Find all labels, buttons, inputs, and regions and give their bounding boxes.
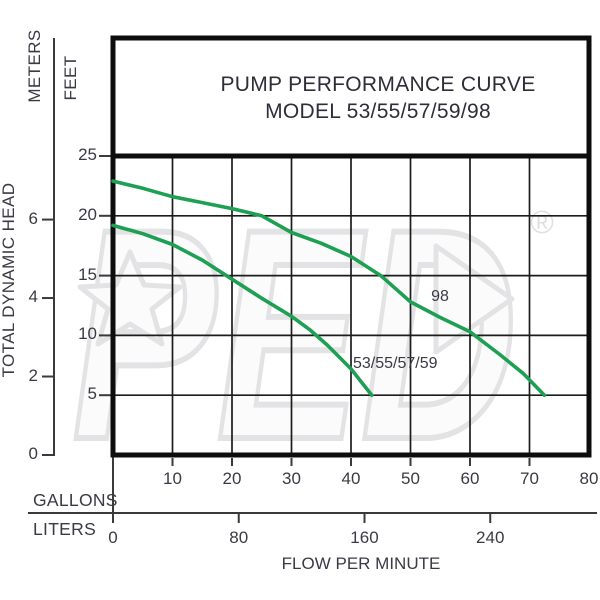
gallons-tick-label: 30 xyxy=(282,469,301,488)
x-axis-gallons-unit-label: GALLONS xyxy=(33,490,118,510)
feet-tick-label: 20 xyxy=(78,204,97,224)
meters-tick-label: 4 xyxy=(28,287,38,307)
gallons-tick-label: 70 xyxy=(520,469,539,488)
watermark-star-icon xyxy=(77,249,183,347)
gallons-tick-label: 10 xyxy=(163,469,182,488)
x-axis-title: FLOW PER MINUTE xyxy=(281,554,441,573)
y-axis-feet-unit-label: FEET xyxy=(61,55,80,101)
pump-curve-53-55-57-59 xyxy=(111,223,374,398)
watermark-registered-icon: ® xyxy=(530,204,554,240)
feet-tick-label: 5 xyxy=(87,384,97,404)
feet-tick-label: 15 xyxy=(78,264,97,284)
chart-title-box: PUMP PERFORMANCE CURVE MODEL 53/55/57/59… xyxy=(113,71,589,125)
y-axis-meters-unit-label: METERS xyxy=(25,29,44,103)
liters-tick-label: 240 xyxy=(476,528,505,547)
liters-tick-label: 80 xyxy=(229,528,249,547)
gallons-tick-label: 60 xyxy=(460,469,480,488)
meters-tick-label: 6 xyxy=(28,208,38,228)
feet-tick-label: 25 xyxy=(78,145,97,164)
meters-tick-label: 2 xyxy=(28,365,38,385)
chart-title-line2: MODEL 53/55/57/59/98 xyxy=(265,100,491,123)
pump-curve-98 xyxy=(111,179,547,398)
curve-label-98: 98 xyxy=(431,288,449,305)
curve-label-53-55-57-59: 53/55/57/59 xyxy=(353,355,438,372)
gallons-tick-label: 40 xyxy=(341,469,361,488)
liters-tick-label: 0 xyxy=(108,528,118,547)
gallons-tick-label: 20 xyxy=(222,469,242,488)
x-axis-liters-unit-label: LITERS xyxy=(33,519,97,539)
meters-tick-label: 0 xyxy=(28,444,38,463)
chart-title-line1: PUMP PERFORMANCE CURVE xyxy=(220,73,536,96)
gallons-tick-label: 50 xyxy=(401,469,420,488)
feet-tick-label: 10 xyxy=(78,324,97,344)
chart-outer-frame xyxy=(110,35,592,458)
gallons-tick-label: 80 xyxy=(579,469,599,488)
liters-tick-label: 160 xyxy=(350,528,379,547)
